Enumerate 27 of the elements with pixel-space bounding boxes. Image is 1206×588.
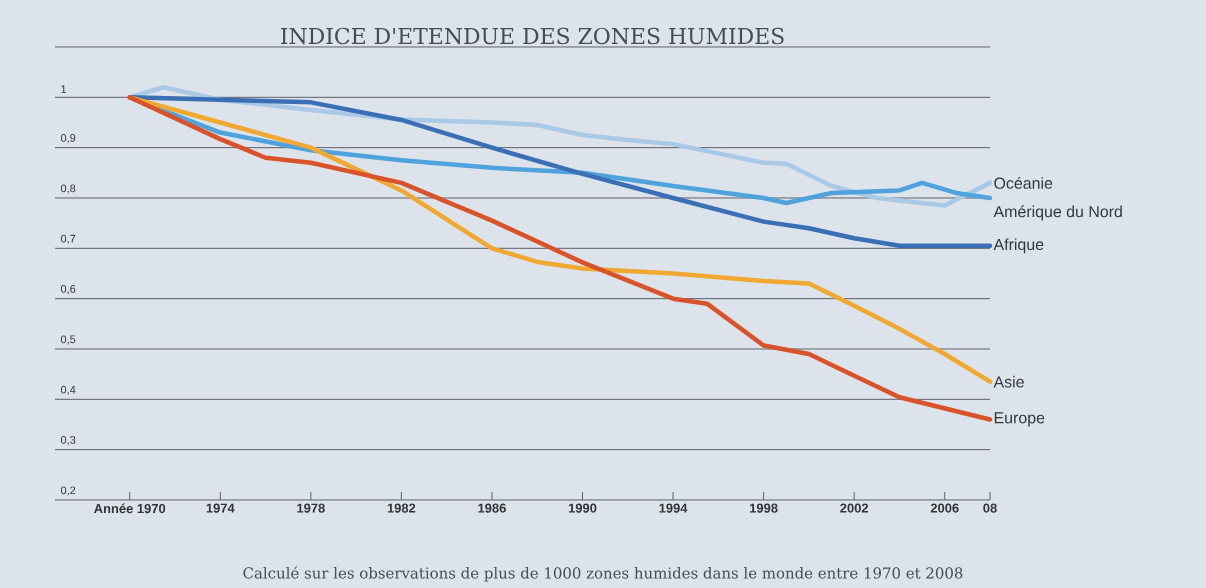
y-tick-label: 1 [61, 85, 67, 93]
y-tick-label: 0,3 [60, 436, 76, 446]
x-tick-label: 1990 [568, 503, 597, 513]
y-tick-label: 0,7 [60, 234, 76, 244]
series-label: Amérique du Nord [993, 205, 1122, 221]
y-tick-label: 0,5 [60, 335, 76, 345]
y-tick-label: 0,6 [60, 285, 76, 295]
y-tick-label: 0,9 [60, 134, 76, 144]
x-tick-label: 1986 [478, 503, 506, 513]
series-label: Europe [994, 412, 1045, 427]
x-tick-label: Année 1970 [94, 503, 166, 514]
series-label: Afrique [993, 238, 1044, 254]
x-tick-label: 1994 [659, 503, 688, 513]
text: Calculé sur les observations de plus de 1000 zones humides dans le monde entre 1970 et 2008 [243, 566, 963, 582]
y-tick-label: 0,4 [60, 385, 76, 395]
x-tick-label: 2002 [840, 503, 869, 513]
x-tick-label: 08 [983, 503, 997, 513]
x-tick-label: 1978 [297, 503, 325, 513]
x-tick-label: 1998 [750, 503, 778, 513]
y-tick-label: 0,2 [60, 486, 76, 496]
series-label: Asie [993, 375, 1024, 388]
y-tick-label: 0,8 [60, 184, 76, 194]
series-label: Océanie [994, 176, 1053, 189]
x-tick-label: 1982 [387, 503, 416, 513]
x-tick-label: 2006 [930, 503, 959, 513]
chart-title: INDICE D'ETENDUE DES ZONES HUMIDES [281, 27, 784, 45]
x-tick-label: 1974 [206, 503, 235, 513]
